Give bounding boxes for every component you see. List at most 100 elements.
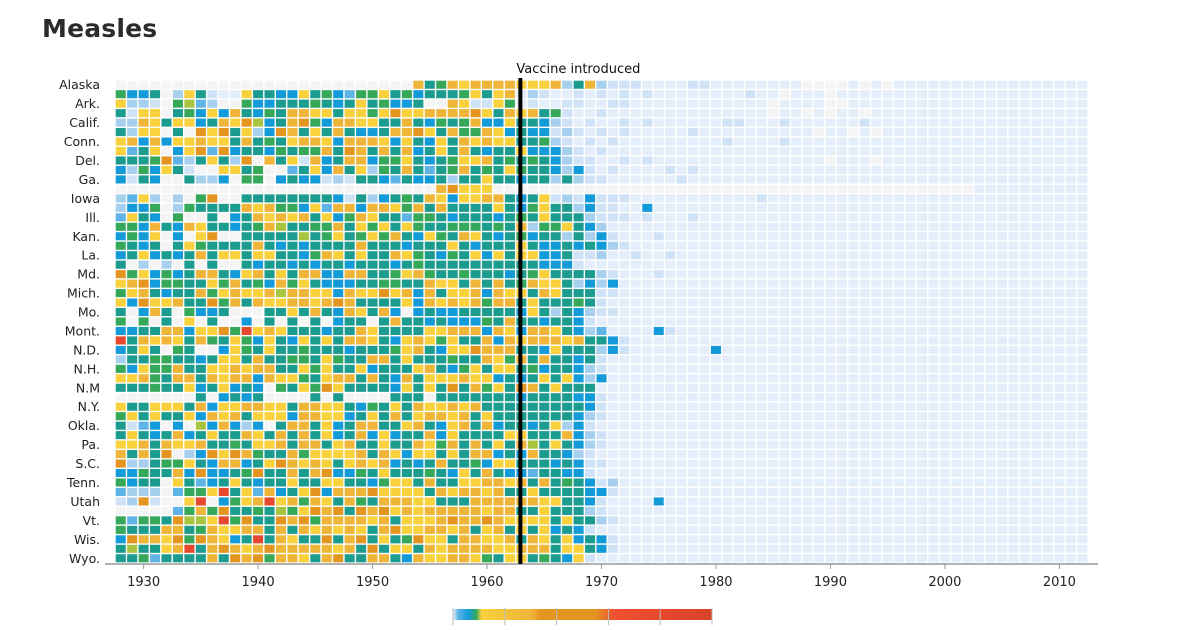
heatmap-cell — [916, 544, 928, 553]
heatmap-cell — [1031, 383, 1042, 392]
heatmap-cell — [184, 251, 195, 260]
heatmap-cell — [1042, 544, 1053, 553]
heatmap-cell — [642, 260, 653, 269]
heatmap-cell — [642, 535, 653, 544]
heatmap-cell — [413, 165, 424, 175]
heatmap-cell — [493, 241, 504, 250]
heatmap-cell — [172, 459, 183, 468]
heatmap-cell — [115, 99, 126, 108]
heatmap-cell — [1020, 203, 1031, 212]
heatmap-cell — [298, 194, 309, 203]
heatmap-cell — [344, 345, 355, 354]
heatmap-cell — [1008, 289, 1019, 298]
heatmap-cell — [836, 184, 847, 193]
heatmap-cell — [356, 554, 367, 563]
heatmap-cell — [195, 544, 206, 553]
heatmap-cell — [1054, 165, 1065, 175]
heatmap-cell — [859, 175, 870, 184]
heatmap-cell — [974, 554, 985, 563]
heatmap-cell — [791, 260, 802, 269]
heatmap-cell — [207, 128, 218, 137]
heatmap-cell — [275, 194, 287, 203]
heatmap-cell — [401, 497, 412, 506]
heatmap-cell — [962, 535, 973, 544]
heatmap-cell — [688, 109, 699, 118]
heatmap-cell — [115, 298, 126, 307]
heatmap-cell — [1031, 194, 1042, 203]
heatmap-cell — [1054, 544, 1065, 553]
heatmap-cell — [733, 80, 744, 89]
heatmap-cell — [630, 364, 641, 373]
heatmap-cell — [172, 298, 183, 307]
heatmap-cell — [585, 213, 596, 222]
heatmap-cell — [894, 146, 905, 156]
row-label: Ark. — [75, 96, 100, 111]
heatmap-cell — [916, 270, 928, 279]
heatmap-cell — [962, 487, 973, 497]
heatmap-cell — [356, 317, 367, 326]
row-label: Wyo. — [69, 551, 100, 566]
heatmap-cell — [813, 440, 825, 449]
heatmap-cell — [939, 194, 950, 203]
heatmap-cell — [939, 165, 950, 175]
heatmap-cell — [962, 345, 973, 354]
heatmap-cell — [127, 165, 138, 175]
heatmap-cell — [138, 156, 149, 165]
heatmap-cell — [573, 497, 584, 506]
heatmap-cell — [630, 99, 641, 108]
heatmap-cell — [310, 298, 321, 307]
heatmap-cell — [1008, 535, 1019, 544]
heatmap-cell — [665, 345, 676, 354]
heatmap-cell — [378, 241, 390, 250]
heatmap-cell — [825, 137, 836, 146]
heatmap-cell — [241, 535, 252, 544]
heatmap-cell — [424, 80, 435, 89]
heatmap-cell — [642, 222, 653, 231]
heatmap-cell — [630, 175, 641, 184]
heatmap-cell — [310, 506, 321, 515]
row-label: N.Y. — [78, 399, 100, 414]
heatmap-cell — [585, 336, 596, 345]
heatmap-cell — [356, 80, 367, 89]
heatmap-cell — [550, 487, 561, 497]
heatmap-cell — [756, 440, 767, 449]
heatmap-cell — [642, 412, 653, 421]
heatmap-cell — [710, 450, 721, 459]
heatmap-cell — [596, 109, 607, 118]
heatmap-cell — [836, 478, 847, 487]
heatmap-cell — [985, 203, 996, 212]
heatmap-cell — [619, 431, 630, 440]
heatmap-cell — [836, 431, 847, 440]
heatmap-cell — [241, 431, 252, 440]
heatmap-cell — [482, 554, 493, 563]
heatmap-cell — [184, 307, 195, 317]
heatmap-cell — [447, 459, 458, 468]
heatmap-cell — [985, 383, 996, 392]
heatmap-cell — [997, 156, 1008, 165]
heatmap-cell — [378, 298, 390, 307]
heatmap-cell — [172, 374, 183, 383]
heatmap-cell — [813, 165, 825, 175]
heatmap-cell — [321, 516, 332, 525]
heatmap-cell — [356, 440, 367, 449]
heatmap-cell — [1042, 393, 1053, 402]
heatmap-cell — [459, 497, 470, 506]
heatmap-cell — [962, 109, 973, 118]
heatmap-cell — [665, 232, 676, 241]
heatmap-cell — [367, 450, 378, 459]
heatmap-cell — [619, 213, 630, 222]
heatmap-cell — [859, 374, 870, 383]
heatmap-cell — [928, 175, 939, 184]
row-label: La. — [81, 248, 100, 263]
heatmap-cell — [974, 213, 985, 222]
heatmap-cell — [733, 298, 744, 307]
row-label: Iowa — [71, 191, 100, 206]
heatmap-cell — [127, 118, 138, 127]
heatmap-cell — [298, 317, 309, 326]
heatmap-cell — [813, 213, 825, 222]
heatmap-cell — [356, 516, 367, 525]
heatmap-cell — [539, 90, 550, 99]
heatmap-cell — [378, 270, 390, 279]
heatmap-cell — [150, 194, 161, 203]
heatmap-cell — [791, 146, 802, 156]
